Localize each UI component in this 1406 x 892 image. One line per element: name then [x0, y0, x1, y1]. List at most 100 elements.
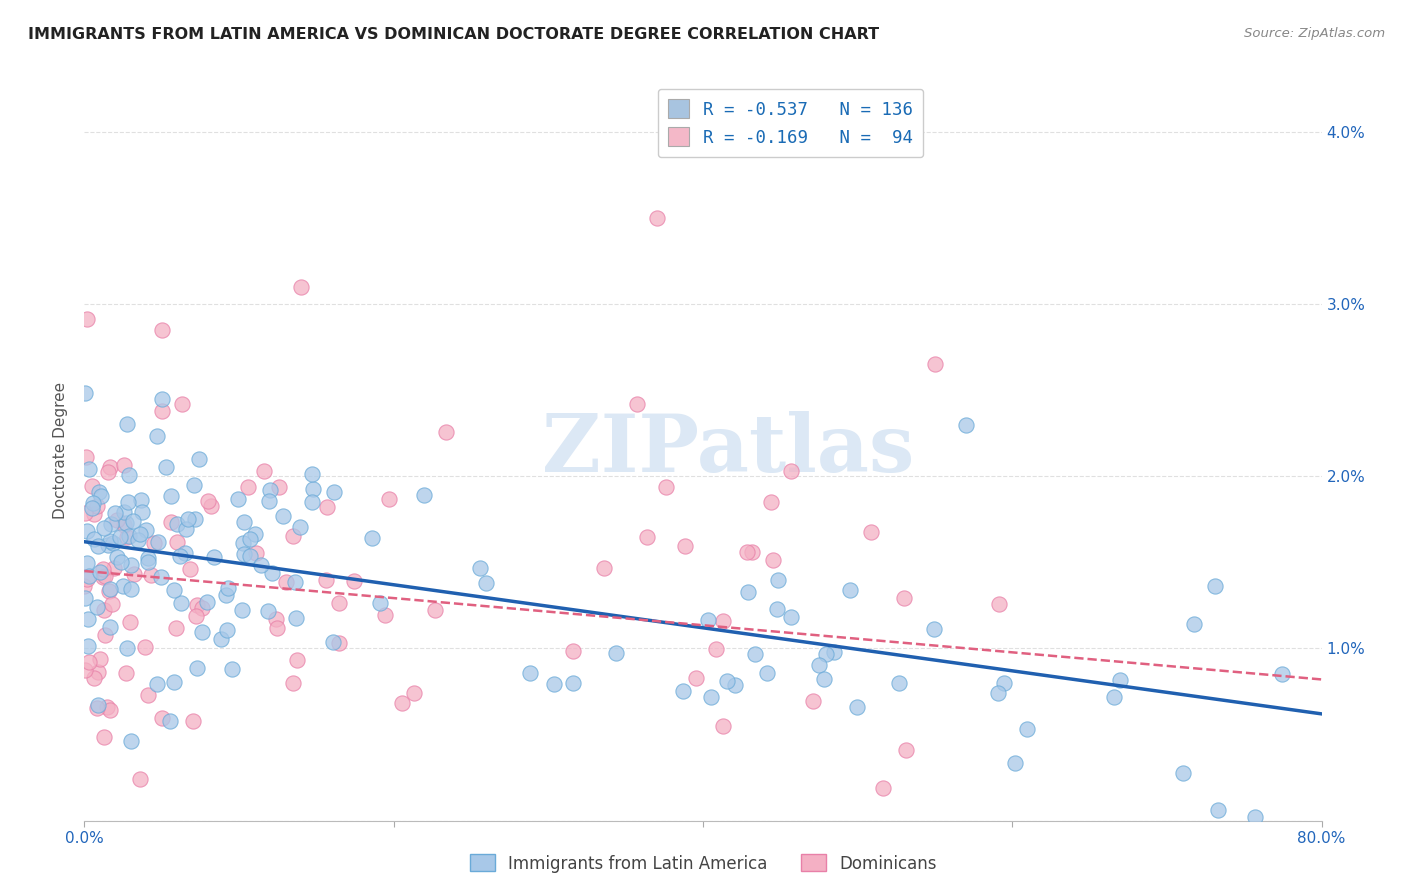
Point — [562, 644, 585, 658]
Point — [136, 688, 159, 702]
Point — [77, 461, 100, 475]
Point — [183, 478, 205, 492]
Point — [274, 575, 297, 590]
Point — [281, 676, 304, 690]
Point — [87, 484, 110, 499]
Point — [724, 677, 747, 691]
Point — [105, 513, 128, 527]
Point — [290, 280, 312, 294]
Point — [260, 566, 283, 580]
Point — [412, 488, 434, 502]
Point — [801, 694, 824, 708]
Point — [245, 546, 267, 560]
Point — [217, 623, 239, 637]
Point — [779, 609, 801, 624]
Point — [75, 664, 97, 678]
Point — [737, 584, 759, 599]
Point — [165, 621, 187, 635]
Point — [184, 511, 207, 525]
Point — [100, 516, 122, 531]
Point — [561, 675, 583, 690]
Point — [166, 517, 188, 532]
Point — [700, 690, 723, 705]
Point — [264, 612, 287, 626]
Point — [1004, 756, 1026, 770]
Point — [115, 516, 138, 531]
Point — [605, 646, 627, 660]
Point — [191, 601, 214, 615]
Point — [711, 614, 734, 628]
Legend: Immigrants from Latin America, Dominicans: Immigrants from Latin America, Dominican… — [463, 847, 943, 880]
Point — [243, 527, 266, 541]
Point — [322, 635, 344, 649]
Point — [96, 699, 118, 714]
Point — [97, 465, 120, 479]
Point — [150, 392, 173, 406]
Point — [173, 546, 195, 560]
Point — [1017, 723, 1039, 737]
Point — [744, 647, 766, 661]
Point — [163, 583, 186, 598]
Point — [839, 582, 862, 597]
Point — [146, 676, 169, 690]
Point — [104, 506, 127, 520]
Point — [200, 499, 222, 513]
Point — [77, 640, 100, 654]
Point — [187, 452, 209, 467]
Point — [626, 397, 648, 411]
Point — [987, 686, 1010, 700]
Point — [91, 570, 114, 584]
Point — [191, 625, 214, 640]
Point — [988, 598, 1011, 612]
Point — [322, 484, 344, 499]
Point — [1270, 667, 1292, 681]
Legend: R = -0.537   N = 136, R = -0.169   N =  94: R = -0.537 N = 136, R = -0.169 N = 94 — [658, 89, 924, 157]
Point — [115, 641, 138, 656]
Point — [77, 612, 100, 626]
Point — [170, 596, 193, 610]
Point — [186, 598, 208, 612]
Point — [90, 489, 112, 503]
Point — [257, 494, 280, 508]
Point — [184, 609, 207, 624]
Point — [1204, 579, 1226, 593]
Point — [75, 386, 97, 401]
Point — [284, 575, 307, 590]
Point — [76, 572, 98, 586]
Point — [93, 731, 115, 745]
Point — [543, 677, 565, 691]
Point — [80, 501, 103, 516]
Point — [404, 686, 426, 700]
Point — [172, 397, 194, 411]
Point — [232, 547, 254, 561]
Point — [924, 622, 946, 636]
Point — [159, 714, 181, 729]
Point — [378, 492, 401, 507]
Point — [887, 676, 910, 690]
Point — [120, 558, 142, 572]
Point — [139, 568, 162, 582]
Point — [108, 530, 131, 544]
Point — [924, 357, 946, 371]
Point — [716, 673, 738, 688]
Point — [209, 632, 232, 646]
Point — [98, 703, 121, 717]
Point — [83, 671, 105, 685]
Point — [150, 323, 173, 337]
Point — [174, 522, 197, 536]
Point — [872, 781, 894, 796]
Point — [89, 652, 111, 666]
Point — [1171, 766, 1194, 780]
Point — [127, 533, 149, 547]
Point — [704, 642, 727, 657]
Point — [135, 523, 157, 537]
Point — [259, 483, 281, 497]
Point — [228, 492, 250, 507]
Point — [253, 464, 276, 478]
Point — [122, 567, 145, 582]
Point — [808, 658, 831, 673]
Point — [98, 533, 121, 548]
Point — [122, 514, 145, 528]
Point — [111, 579, 134, 593]
Point — [238, 480, 260, 494]
